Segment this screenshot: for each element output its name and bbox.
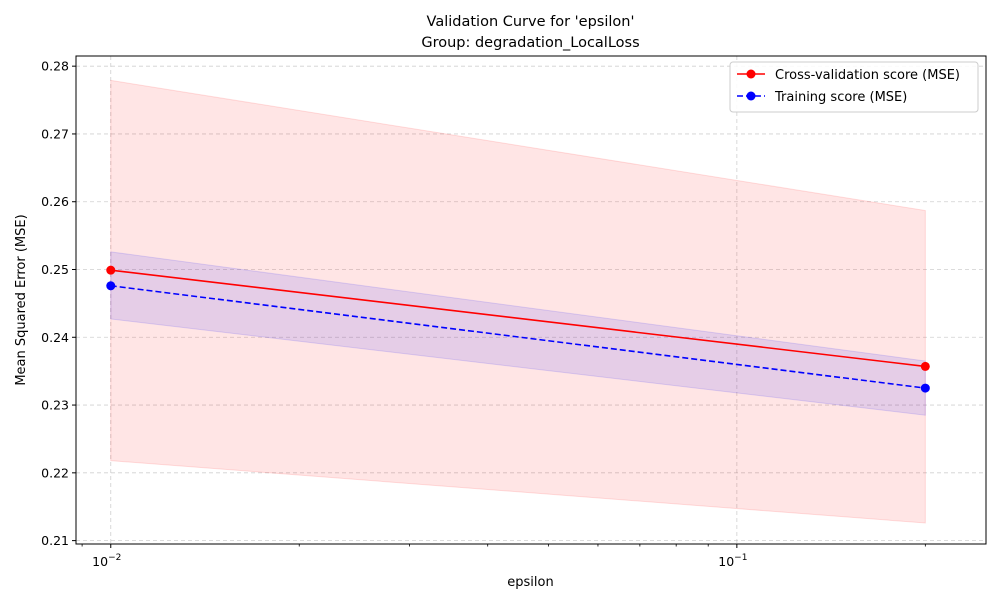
- legend-box: [729, 61, 979, 113]
- grid: [76, 56, 986, 544]
- confidence-bands: [110, 79, 926, 524]
- x-axis-label: epsilon: [507, 575, 553, 590]
- chart-subtitle: Group: degradation_LocalLoss: [421, 35, 639, 51]
- marker-training: [920, 383, 930, 393]
- x-tick-base: 10: [92, 554, 108, 569]
- marker-cross-validation: [106, 265, 116, 275]
- y-tick-label: 0.22: [41, 465, 69, 480]
- y-axis-ticks: 0.21 0.22 0.23 0.24 0.25 0.26 0.27 0.28: [41, 59, 76, 548]
- legend: Cross-validation score (MSE) Training sc…: [729, 61, 979, 113]
- legend-marker-training: [746, 91, 756, 101]
- y-tick-label: 0.24: [41, 330, 69, 345]
- legend-label-training: Training score (MSE): [774, 90, 907, 105]
- x-tick-label: 10−2: [92, 553, 121, 569]
- y-axis-label: Mean Squared Error (MSE): [14, 214, 29, 385]
- band-cross-validation: [110, 79, 926, 524]
- x-tick-label: 10−1: [718, 553, 747, 569]
- chart-title: Validation Curve for 'epsilon': [427, 14, 635, 30]
- x-tick-exponent: −2: [108, 553, 121, 563]
- x-axis-ticks: 10−2 10−1: [81, 544, 926, 569]
- line-training: [110, 284, 926, 389]
- series-lines: [110, 269, 926, 389]
- y-tick-label: 0.28: [41, 59, 69, 74]
- y-tick-label: 0.23: [41, 398, 69, 413]
- y-tick-label: 0.21: [41, 533, 69, 548]
- x-tick-exponent: −1: [734, 553, 747, 563]
- marker-cross-validation: [920, 361, 930, 371]
- series-markers: [106, 265, 930, 393]
- y-tick-label: 0.25: [41, 262, 69, 277]
- line-cross-validation: [110, 269, 926, 368]
- y-tick-label: 0.27: [41, 126, 69, 141]
- marker-training: [106, 281, 116, 291]
- y-tick-label: 0.26: [41, 194, 69, 209]
- legend-marker-cross-validation: [746, 69, 756, 79]
- x-tick-base: 10: [718, 554, 734, 569]
- plot-frame: [75, 55, 987, 545]
- legend-label-cross-validation: Cross-validation score (MSE): [775, 68, 960, 83]
- band-training: [110, 251, 926, 416]
